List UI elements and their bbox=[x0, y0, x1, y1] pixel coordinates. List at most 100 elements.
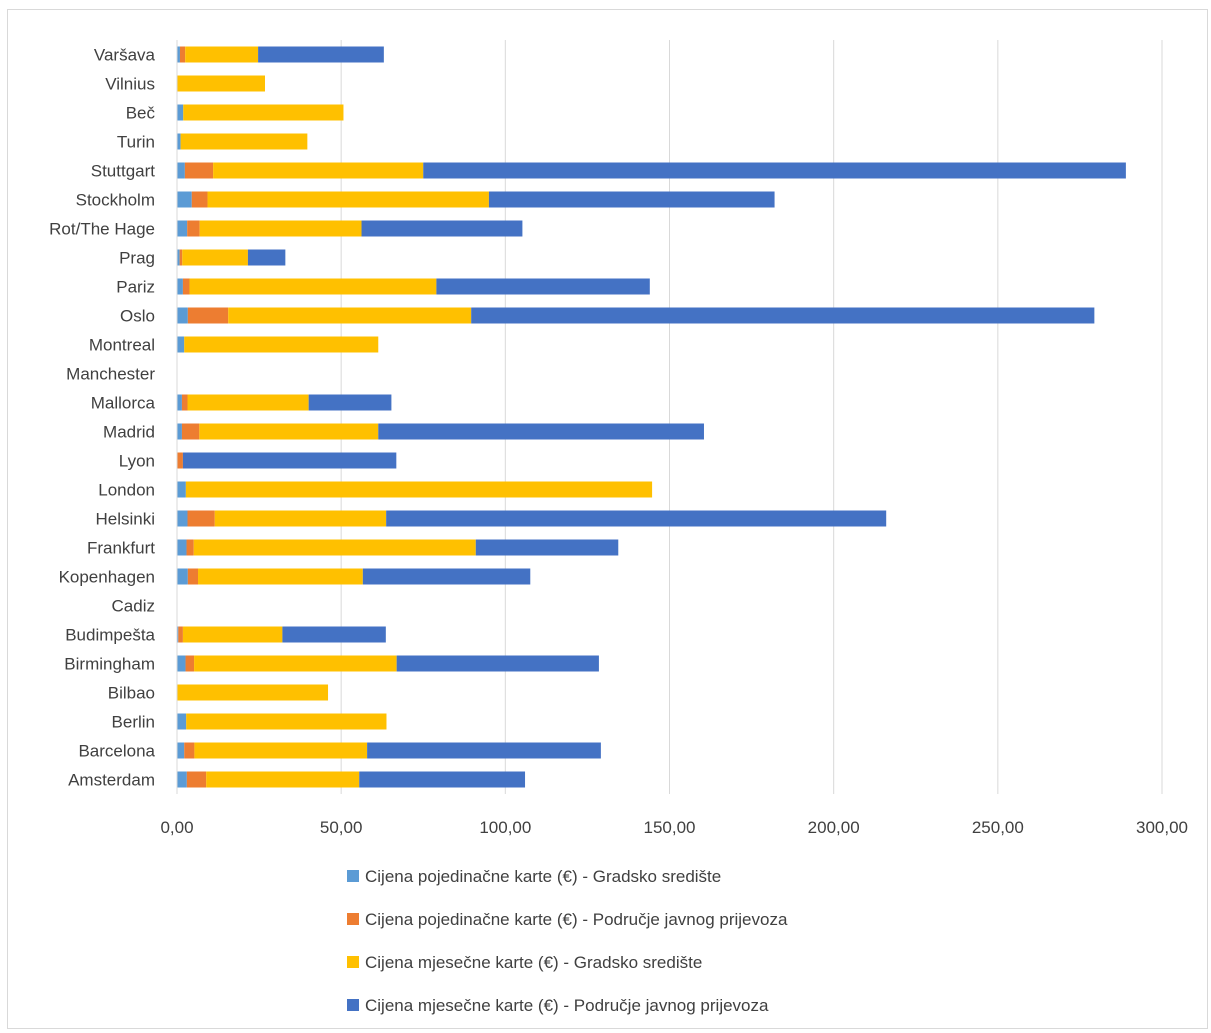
legend-swatch bbox=[347, 999, 359, 1011]
bars bbox=[177, 46, 1126, 788]
category-label: Mallorca bbox=[91, 394, 156, 413]
bar-segment bbox=[177, 104, 184, 121]
bar-segment bbox=[177, 133, 181, 150]
x-tick-label: 100,00 bbox=[479, 818, 531, 837]
category-label: Beč bbox=[126, 104, 156, 123]
bar-segment bbox=[177, 481, 186, 498]
legend-swatch bbox=[347, 913, 359, 925]
legend: Cijena pojedinačne karte (€) - Gradsko s… bbox=[347, 867, 788, 1015]
bar-segment bbox=[198, 568, 363, 585]
bar-segment bbox=[187, 220, 200, 237]
bar-segment bbox=[177, 394, 182, 411]
category-label: Montreal bbox=[89, 336, 155, 355]
category-label: London bbox=[98, 481, 155, 500]
bar-segment bbox=[361, 220, 523, 237]
bar-segment bbox=[184, 162, 214, 179]
bar-segment bbox=[359, 771, 526, 788]
category-label: Madrid bbox=[103, 423, 155, 442]
category-label: Prag bbox=[119, 249, 155, 268]
gridlines bbox=[340, 40, 1163, 794]
category-label: Oslo bbox=[120, 307, 155, 326]
bar-segment bbox=[177, 191, 192, 208]
legend-swatch bbox=[347, 956, 359, 968]
bar-segment bbox=[177, 452, 183, 469]
bar-segment bbox=[436, 278, 650, 295]
bar-segment bbox=[177, 307, 188, 324]
bar-segment bbox=[362, 568, 531, 585]
x-tick-label: 150,00 bbox=[644, 818, 696, 837]
category-label: Rot/The Hage bbox=[49, 220, 155, 239]
bar-segment bbox=[308, 394, 392, 411]
bar-segment bbox=[177, 742, 185, 759]
bar-segment bbox=[178, 626, 183, 643]
bar-segment bbox=[177, 684, 329, 701]
legend-label: Cijena mjesečne karte (€) - Gradsko sred… bbox=[365, 953, 702, 972]
bar-segment bbox=[282, 626, 386, 643]
x-tick-labels: 0,00 50,00 100,00 150,00 200,00 250,00 300,00 bbox=[160, 818, 1188, 837]
bar-segment bbox=[177, 220, 188, 237]
bar-segment bbox=[185, 655, 195, 672]
category-labels: Varšava Vilnius Beč Turin Stuttgart Stockholm… bbox=[49, 46, 155, 790]
bar-segment bbox=[179, 46, 186, 63]
bar-segment bbox=[184, 742, 195, 759]
bar-segment bbox=[182, 452, 397, 469]
category-label: Bilbao bbox=[108, 684, 155, 703]
bar-segment bbox=[177, 626, 179, 643]
bar-segment bbox=[182, 278, 190, 295]
bar-segment bbox=[247, 249, 286, 266]
x-tick-label: 250,00 bbox=[972, 818, 1024, 837]
bar-segment bbox=[186, 539, 194, 556]
bar-segment bbox=[185, 46, 259, 63]
category-label: Birmingham bbox=[64, 655, 155, 674]
bar-segment bbox=[189, 278, 437, 295]
bar-segment bbox=[185, 481, 653, 498]
x-tick-label: 200,00 bbox=[808, 818, 860, 837]
bar-segment bbox=[199, 220, 362, 237]
bar-segment bbox=[183, 104, 344, 121]
bar-segment bbox=[177, 568, 188, 585]
category-label: Helsinki bbox=[95, 510, 155, 529]
bar-segment bbox=[186, 713, 387, 730]
bar-segment bbox=[177, 75, 265, 92]
category-label: Lyon bbox=[119, 452, 155, 471]
category-label: Varšava bbox=[94, 46, 156, 65]
bar-segment bbox=[194, 742, 368, 759]
bar-segment bbox=[181, 394, 188, 411]
bar-segment bbox=[378, 423, 704, 440]
bar-segment bbox=[191, 191, 208, 208]
category-label: Stuttgart bbox=[91, 162, 156, 181]
category-label: Amsterdam bbox=[68, 771, 155, 790]
bar-segment bbox=[475, 539, 619, 556]
bar-segment bbox=[177, 655, 186, 672]
category-label: Turin bbox=[117, 133, 155, 152]
bar-segment bbox=[177, 539, 187, 556]
x-tick-label: 0,00 bbox=[160, 818, 193, 837]
bar-segment bbox=[182, 626, 283, 643]
bar-segment bbox=[179, 249, 183, 266]
bar-segment bbox=[177, 771, 187, 788]
bar-segment bbox=[193, 539, 476, 556]
bar-segment bbox=[386, 510, 887, 527]
bar-segment bbox=[177, 278, 183, 295]
legend-label: Cijena mjesečne karte (€) - Područje jav… bbox=[365, 996, 769, 1015]
bar-segment bbox=[206, 771, 360, 788]
bar-segment bbox=[182, 249, 248, 266]
category-label: Frankfurt bbox=[87, 539, 155, 558]
bar-segment bbox=[186, 771, 207, 788]
bar-segment bbox=[488, 191, 775, 208]
bar-segment bbox=[187, 568, 199, 585]
bar-segment bbox=[187, 510, 215, 527]
legend-label: Cijena pojedinačne karte (€) - Gradsko s… bbox=[365, 867, 721, 886]
category-label: Kopenhagen bbox=[59, 568, 155, 587]
bar-segment bbox=[187, 394, 309, 411]
category-label: Cadiz bbox=[112, 597, 155, 616]
bar-segment bbox=[181, 423, 200, 440]
x-tick-label: 50,00 bbox=[320, 818, 363, 837]
bar-segment bbox=[228, 307, 472, 324]
bar-segment bbox=[177, 423, 182, 440]
category-label: Barcelona bbox=[78, 742, 155, 761]
bar-segment bbox=[367, 742, 601, 759]
category-label: Manchester bbox=[66, 365, 155, 384]
x-tick-label: 300,00 bbox=[1136, 818, 1188, 837]
